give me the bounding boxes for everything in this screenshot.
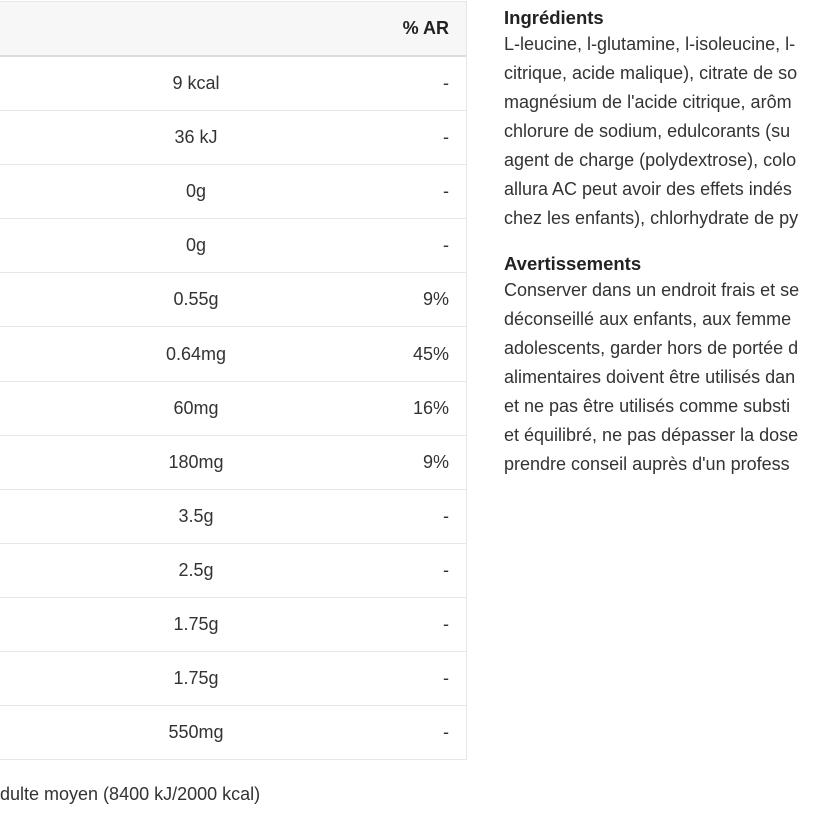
row-ar: 9% — [422, 289, 449, 310]
text-line: allura AC peut avoir des effets indés — [504, 179, 792, 199]
row-ar: - — [443, 613, 449, 634]
reference-intake-footnote: dulte moyen (8400 kJ/2000 kcal) — [0, 784, 261, 804]
row-ar: - — [443, 235, 449, 256]
text-line: alimentaires doivent être utilisés dan — [504, 367, 796, 387]
table-row: 0g - — [0, 165, 466, 220]
text-line: adolescents, garder hors de portée d — [504, 338, 799, 358]
row-ar: - — [443, 559, 449, 580]
ingredients-text: L-leucine, l-glutamine, l-isoleucine, l-… — [504, 30, 816, 233]
warnings-heading: Avertissements — [504, 253, 642, 274]
nutrition-table: % AR 9 kcal - 36 kJ - 0g - 0g - 0.55g 9%… — [0, 1, 467, 761]
text-line: magnésium de l'acide citrique, arôm — [504, 92, 792, 112]
table-row: 3.5g - — [0, 490, 466, 544]
text-line: déconseillé aux enfants, aux femme — [504, 309, 792, 329]
row-value: 1.75g — [173, 668, 219, 689]
row-ar: - — [443, 73, 449, 94]
row-ar: 45% — [412, 343, 449, 364]
table-row: 180mg 9% — [0, 436, 466, 490]
table-row: 36 kJ - — [0, 111, 466, 166]
row-value: 550mg — [168, 722, 224, 743]
table-row: 60mg 16% — [0, 382, 466, 436]
nutrition-table-header: % AR — [0, 2, 466, 57]
text-line: chez les enfants), chlorhydrate de py — [504, 208, 799, 228]
table-row: 1.75g - — [0, 652, 466, 707]
row-value: 0g — [185, 181, 207, 202]
row-ar: - — [443, 181, 449, 202]
text-line: L-leucine, l-glutamine, l-isoleucine, l- — [504, 34, 796, 54]
text-line: Conserver dans un endroit frais et se — [504, 280, 800, 300]
text-line: et ne pas être utilisés comme substi — [504, 396, 791, 416]
table-row: 550mg - — [0, 706, 466, 761]
row-value: 36 kJ — [174, 127, 218, 148]
row-ar: 9% — [422, 451, 449, 472]
row-value: 0.64mg — [165, 343, 227, 364]
row-value: 0.55g — [173, 289, 219, 310]
row-value: 1.75g — [173, 613, 219, 634]
table-row: 1.75g - — [0, 598, 466, 653]
text-line: chlorure de sodium, edulcorants (su — [504, 121, 791, 141]
row-value: 180mg — [168, 451, 224, 472]
text-line: prendre conseil auprès d'un profess — [504, 454, 790, 474]
text-line: citrique, acide malique), citrate de so — [504, 63, 798, 83]
row-value: 60mg — [173, 397, 219, 418]
row-value: 2.5g — [178, 559, 214, 580]
header-ar-label: % AR — [402, 18, 449, 38]
row-ar: - — [443, 668, 449, 689]
table-row: 2.5g - — [0, 544, 466, 598]
row-ar: 16% — [412, 397, 449, 418]
row-ar: - — [443, 127, 449, 148]
row-value: 9 kcal — [172, 73, 220, 94]
table-row: 0g - — [0, 219, 466, 274]
text-line: et équilibré, ne pas dépasser la dose — [504, 425, 799, 445]
row-ar: - — [443, 722, 449, 743]
row-value: 3.5g — [178, 505, 214, 526]
warnings-text: Conserver dans un endroit frais et se dé… — [504, 276, 816, 479]
text-line: agent de charge (polydextrose), colo — [504, 150, 797, 170]
ingredients-heading: Ingrédients — [504, 7, 604, 28]
row-value: 0g — [185, 235, 207, 256]
table-row: 0.64mg 45% — [0, 327, 466, 382]
table-row: 9 kcal - — [0, 57, 466, 112]
details-column: Ingrédients L-leucine, l-glutamine, l-is… — [504, 6, 816, 479]
table-row: 0.55g 9% — [0, 273, 466, 328]
row-ar: - — [443, 505, 449, 526]
